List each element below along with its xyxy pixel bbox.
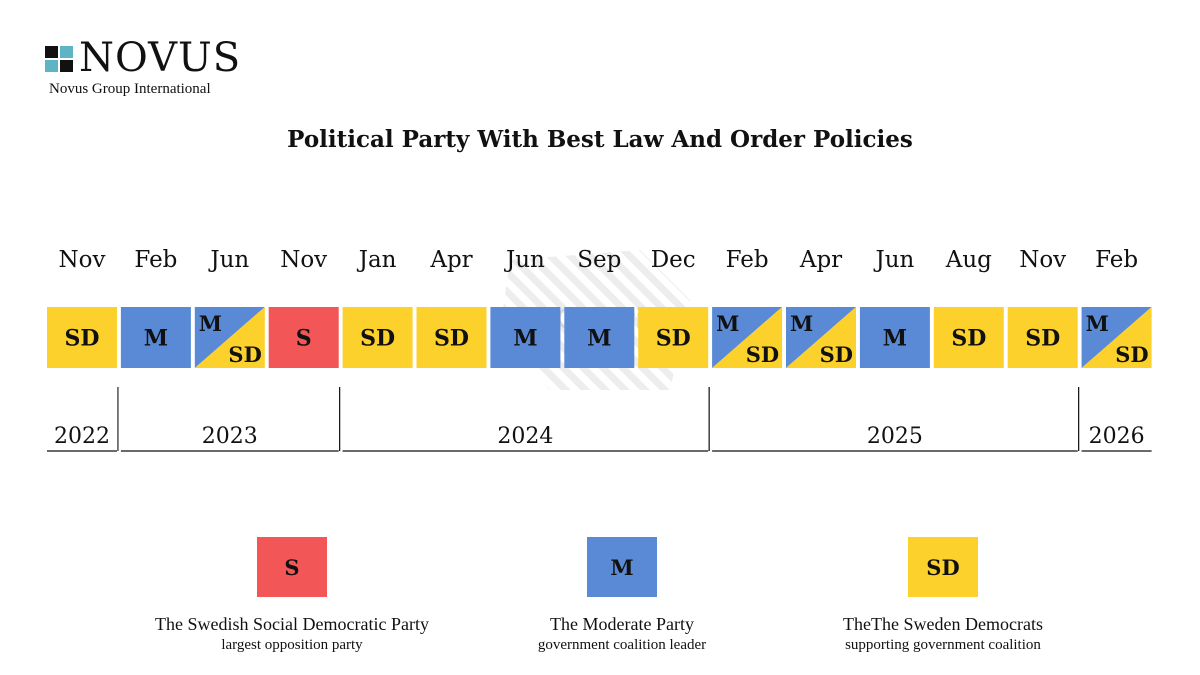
leader-cell	[564, 307, 635, 368]
leader-label: M	[144, 326, 168, 352]
legend-desc: largest opposition party	[221, 637, 363, 653]
leader-cell-split-a	[194, 307, 265, 368]
month-label: Feb	[134, 247, 177, 273]
legend-item-s: S The Swedish Social Democratic Party la…	[132, 537, 452, 655]
legend-name: The Moderate Party	[550, 614, 694, 634]
leader-cell-split-b	[194, 307, 265, 368]
month-label: Nov	[59, 247, 106, 273]
novus-logo: NOVUS Novus Group International	[45, 36, 255, 104]
year-label: 2023	[202, 424, 258, 449]
leader-cell	[933, 307, 1004, 368]
leader-label: M	[199, 311, 222, 336]
month-label: Apr	[799, 247, 842, 273]
leader-label: S	[296, 326, 312, 352]
month-label: Feb	[1095, 247, 1138, 273]
logo-square	[60, 46, 73, 58]
leader-cell	[490, 307, 561, 368]
leader-cell	[1007, 307, 1078, 368]
legend-name: TheThe Sweden Democrats	[843, 614, 1043, 634]
month-label: Feb	[726, 247, 769, 273]
month-label: Jan	[357, 247, 397, 273]
year-label: 2024	[497, 424, 553, 449]
chart-title: Political Party With Best Law And Order …	[287, 126, 913, 153]
leader-label: SD	[360, 326, 395, 352]
year-label: 2022	[54, 424, 110, 449]
legend-code: SD	[926, 554, 960, 580]
month-label: Nov	[280, 247, 327, 273]
month-label: Nov	[1019, 247, 1066, 273]
logo-square	[45, 46, 58, 58]
leader-label: M	[716, 311, 739, 336]
leader-cell-split-b	[786, 307, 856, 368]
leader-cell	[638, 307, 709, 368]
leader-label: M	[790, 311, 813, 336]
leader-cell	[120, 307, 191, 368]
leader-label: SD	[65, 326, 100, 352]
legend-code: S	[284, 554, 300, 580]
leader-cell	[268, 307, 339, 368]
month-label: Aug	[945, 247, 992, 273]
legend-swatch-sd: SD	[908, 537, 978, 597]
legend-item-m: M The Moderate Party government coalitio…	[462, 537, 782, 655]
month-label: Dec	[651, 247, 696, 273]
leader-label: SD	[951, 326, 986, 352]
month-label: Jun	[208, 247, 249, 273]
logo-wordmark: NOVUS	[79, 35, 242, 81]
logo-square	[60, 60, 73, 72]
leader-label: M	[587, 326, 611, 352]
leader-cell-split-b	[1081, 307, 1152, 368]
legend-desc: government coalition leader	[537, 637, 707, 653]
leader-cell	[416, 307, 487, 368]
leader-label: M	[1086, 311, 1109, 336]
legend-desc: supporting government coalition	[845, 637, 1041, 653]
leader-cell-split-b	[712, 307, 783, 368]
leader-label: M	[513, 326, 537, 352]
month-label: Sep	[577, 247, 621, 273]
leader-label: SD	[820, 342, 853, 367]
month-label: Jun	[873, 247, 914, 273]
month-label: Jun	[504, 247, 545, 273]
legend-swatch-m: M	[587, 537, 657, 597]
year-label: 2026	[1089, 424, 1145, 449]
month-label: Apr	[429, 247, 472, 273]
logo-subtitle: Novus Group International	[49, 81, 211, 97]
leader-cell	[342, 307, 413, 368]
timeline-chart: NovSDFebMJunMSDNovSJanSDAprSDJunMSepMDec…	[47, 247, 1152, 452]
legend-item-sd: SD TheThe Sweden Democrats supporting go…	[783, 537, 1103, 655]
leader-cell	[859, 307, 930, 368]
legend-swatch-s: S	[257, 537, 327, 597]
logo-squares-icon	[45, 46, 75, 74]
leader-cell	[47, 307, 117, 368]
leader-label: SD	[1025, 326, 1060, 352]
leader-label: SD	[434, 326, 469, 352]
leader-label: SD	[656, 326, 691, 352]
year-label: 2025	[867, 424, 923, 449]
legend-code: M	[610, 554, 634, 580]
leader-label: SD	[228, 342, 261, 367]
logo-square	[45, 60, 58, 72]
leader-label: M	[883, 326, 907, 352]
leader-label: SD	[1115, 342, 1148, 367]
leader-label: SD	[746, 342, 779, 367]
legend-name: The Swedish Social Democratic Party	[155, 614, 429, 634]
